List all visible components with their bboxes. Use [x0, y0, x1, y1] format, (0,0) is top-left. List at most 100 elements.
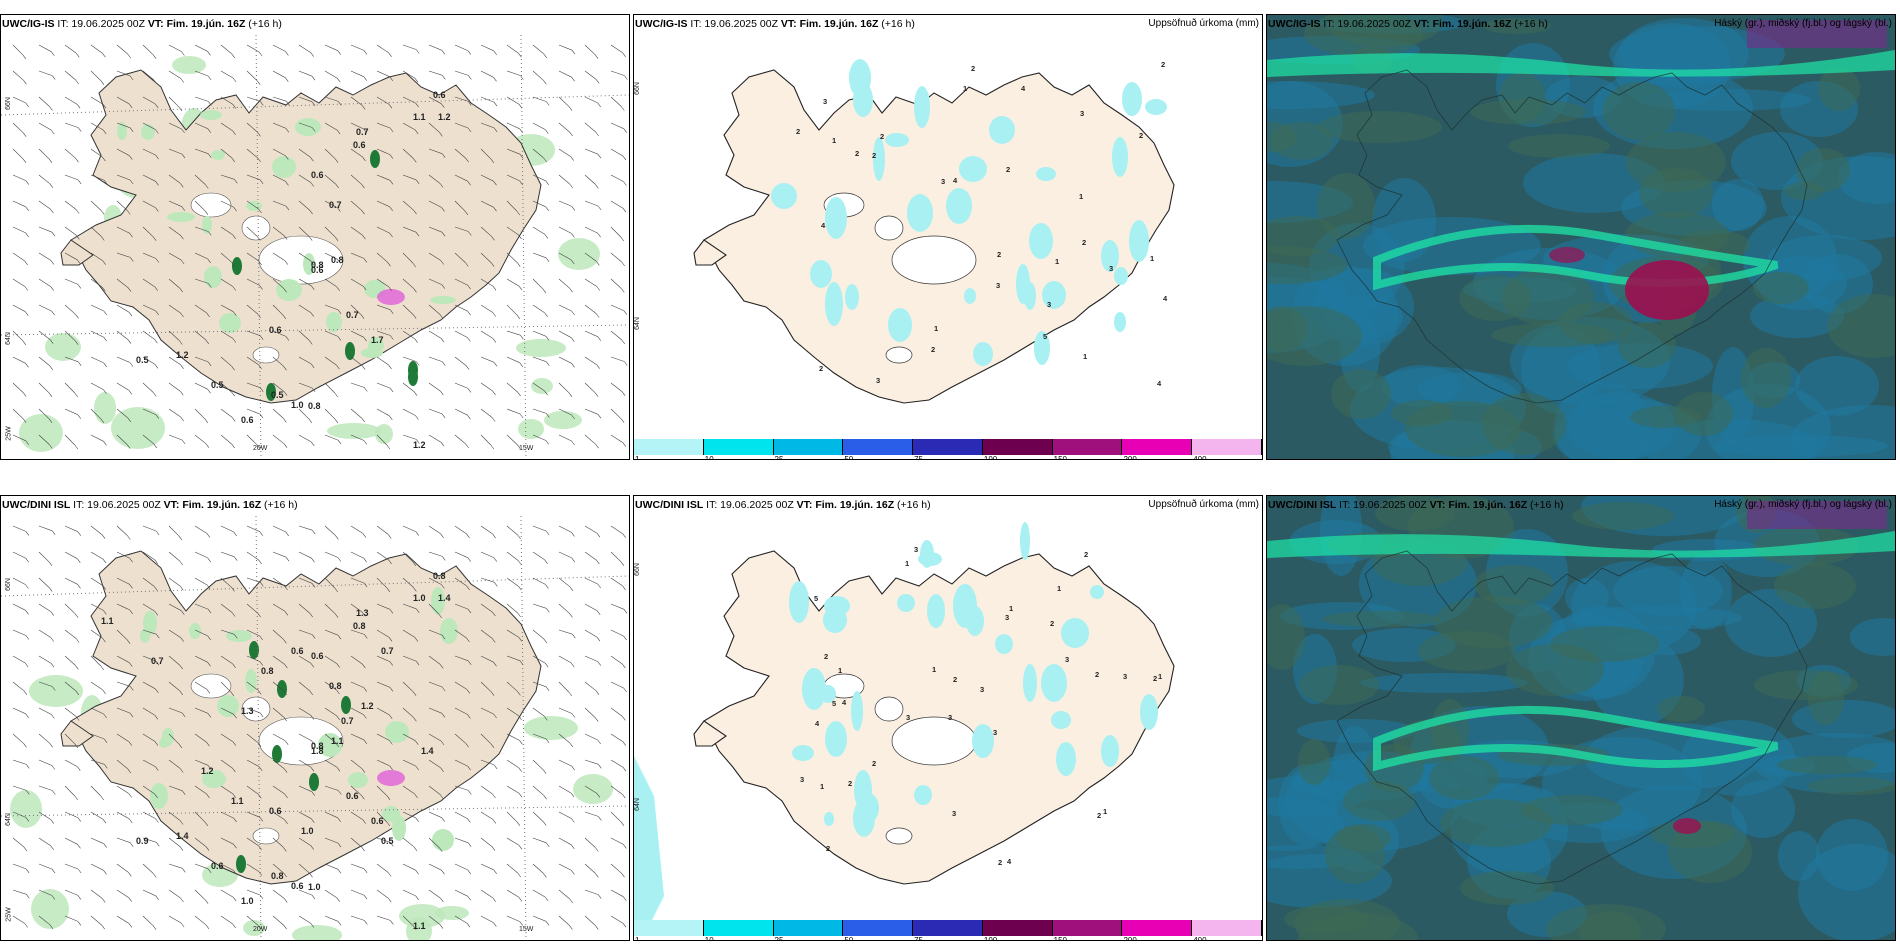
wind-barb: [272, 382, 285, 392]
wind-barb: [168, 356, 181, 366]
wind-barb: [558, 603, 570, 614]
wind-barb-flag: [337, 259, 341, 264]
glacier: [241, 215, 271, 241]
precip-value-label: 0.6: [291, 881, 304, 891]
wind-barb: [12, 915, 25, 924]
wind-barb: [64, 733, 76, 745]
wind-barb-flag: [520, 335, 524, 340]
wind-barb: [12, 525, 27, 532]
precip-value-label: 4: [821, 221, 826, 230]
wind-barb: [324, 226, 336, 238]
wind-barb-flag: [232, 663, 236, 668]
wind-barb-flag: [231, 417, 236, 422]
wind-barb: [350, 252, 365, 259]
wind-barb-flag: [208, 231, 212, 236]
wind-barb: [350, 44, 365, 51]
wind-barb: [376, 44, 389, 54]
wind-barb-flag: [283, 235, 288, 240]
wind-barb-flag: [25, 363, 29, 368]
wind-barb-flag: [337, 557, 342, 562]
lon-label: 15W: [519, 445, 534, 452]
high-cloud-core: [1549, 247, 1585, 263]
wind-barb: [272, 148, 286, 156]
wind-barb-flag: [283, 443, 288, 448]
wind-barb: [142, 252, 157, 259]
wind-barb: [558, 759, 572, 767]
wind-barb-flag: [440, 338, 445, 343]
wind-barb: [116, 525, 128, 536]
wind-barb: [324, 200, 338, 208]
rain-patch: [172, 56, 206, 74]
mid-cloud: [1639, 89, 1811, 111]
wind-barb-flag: [178, 535, 183, 541]
wind-barb: [246, 278, 260, 286]
wind-barb-flag: [622, 52, 626, 57]
heavy-rain-patch: [345, 342, 355, 360]
wind-barb: [324, 629, 339, 636]
wind-barb: [246, 434, 258, 446]
wind-barb: [194, 759, 209, 766]
wind-barb-flag: [334, 392, 339, 398]
wind-barb-flag: [492, 819, 497, 824]
wind-barb: [350, 434, 365, 441]
wind-barb-flag: [493, 207, 497, 212]
rain-patch: [200, 110, 222, 120]
wind-barb-flag: [597, 894, 602, 899]
colorbar-tick-label: 1: [635, 455, 640, 460]
wind-barb: [90, 629, 103, 639]
wind-barb: [90, 811, 104, 820]
colorbar-tick-label: 150: [1053, 455, 1068, 460]
precip-value-label: 4: [1007, 857, 1012, 866]
wind-barb-flag: [77, 284, 82, 289]
wind-barb-flag: [129, 179, 134, 185]
wind-barb-flag: [74, 392, 79, 398]
precip-value-label: 0.6: [269, 806, 282, 816]
precip-value-label: 2: [1050, 619, 1055, 628]
wind-barb-flag: [232, 767, 236, 773]
wind-barb: [90, 200, 102, 211]
colorbar-swatch: [1052, 920, 1123, 936]
wind-barb-flag: [310, 715, 315, 720]
wind-barb-flag: [77, 766, 81, 771]
wind-barb-flag: [310, 52, 314, 57]
graticule-lon: [255, 515, 262, 940]
wind-barb: [116, 707, 131, 714]
low-cloud: [1618, 322, 1676, 368]
wind-barb-flag: [179, 560, 183, 566]
wind-barb-flag: [441, 413, 446, 419]
wind-barb-flag: [440, 442, 445, 447]
wind-barb-flag: [412, 314, 417, 319]
colorbar-swatch: [843, 439, 914, 455]
wind-barb: [324, 759, 338, 768]
wind-barb: [298, 148, 311, 158]
precip-colorbar: 1 10 25 50 75 100 150 200 400: [634, 439, 1262, 459]
wind-barb-flag: [231, 157, 236, 163]
rain-patch: [399, 904, 445, 928]
wind-barb: [558, 785, 572, 794]
precip-area: [802, 668, 826, 710]
wind-barb: [558, 889, 570, 900]
header-lead: (+16 h): [248, 18, 282, 30]
rain-patch: [117, 122, 127, 140]
wind-barb: [610, 629, 624, 637]
precip-value-label: 1.3: [356, 608, 369, 618]
wind-barb-flag: [390, 842, 394, 847]
wind-barb: [116, 785, 129, 794]
wind-barb-flag: [257, 612, 261, 618]
wind-barb: [506, 408, 521, 415]
wind-barb-flag: [361, 768, 366, 773]
wind-barb: [454, 226, 469, 232]
header-it: IT: 19.06.2025 00Z: [57, 18, 145, 30]
wind-barb-flag: [438, 613, 443, 619]
wind-barb-flag: [621, 288, 625, 293]
wind-barb-flag: [518, 715, 522, 720]
wind-barb-flag: [232, 77, 237, 83]
precip-area: [964, 288, 976, 304]
wind-barb: [584, 733, 598, 741]
precip-value-label: 0.7: [341, 716, 354, 726]
wind-barb-flag: [153, 586, 158, 591]
wind-barb-flag: [25, 232, 29, 238]
wind-barb-flag: [414, 129, 419, 135]
rain-patch: [45, 333, 81, 361]
wind-barb-flag: [103, 179, 108, 185]
